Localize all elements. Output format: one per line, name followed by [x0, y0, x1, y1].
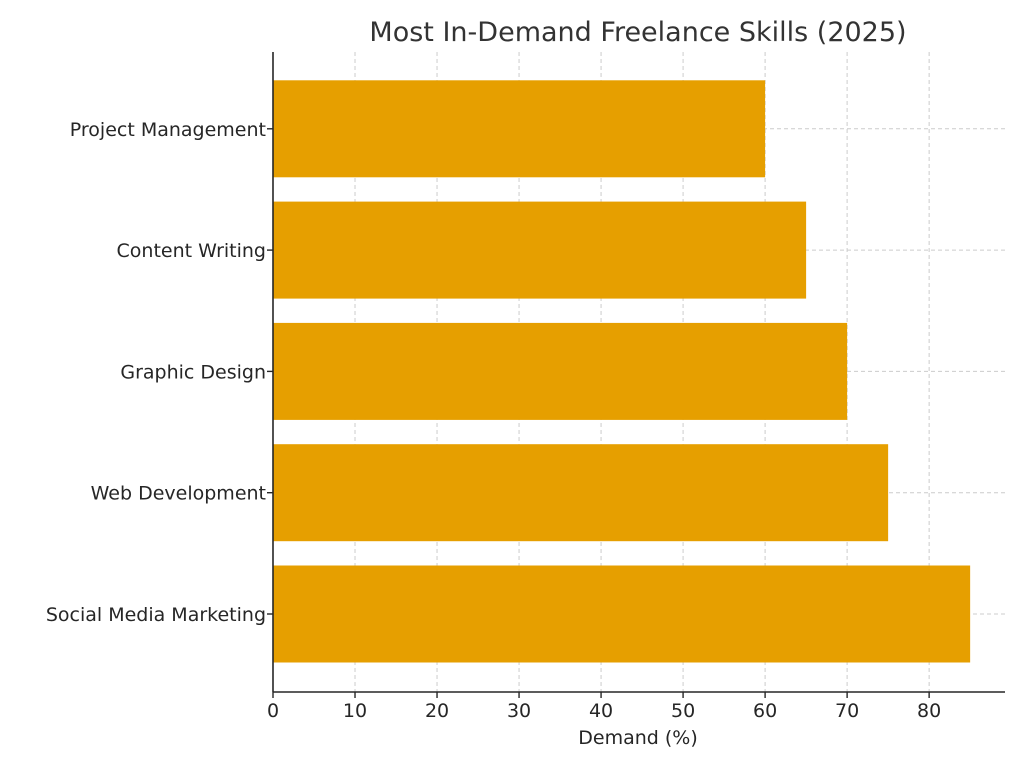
y-tick-label: Social Media Marketing [46, 604, 266, 626]
x-tick-label: 80 [917, 700, 941, 722]
y-tick-label: Content Writing [117, 240, 266, 262]
x-tick-label: 30 [507, 700, 531, 722]
bar [273, 80, 766, 178]
y-tick-label: Web Development [91, 483, 266, 505]
x-tick-label: 0 [267, 700, 279, 722]
y-axis-ticks: Social Media Marketing Web Development Gra… [46, 119, 273, 626]
chart-title: Most In-Demand Freelance Skills (2025) [369, 17, 906, 48]
y-tick-label: Graphic Design [120, 361, 266, 383]
bar [273, 444, 889, 542]
x-tick-label: 20 [425, 700, 449, 722]
bars [273, 80, 971, 663]
x-tick-label: 50 [671, 700, 695, 722]
bar [273, 201, 807, 299]
x-tick-label: 10 [343, 700, 367, 722]
x-axis-label: Demand (%) [578, 727, 698, 749]
x-tick-label: 70 [835, 700, 859, 722]
y-tick-label: Project Management [70, 119, 266, 141]
bar [273, 322, 848, 420]
x-axis-ticks: 0 10 20 30 40 50 60 70 80 [267, 692, 941, 722]
x-tick-label: 40 [589, 700, 613, 722]
bar [273, 565, 971, 663]
x-tick-label: 60 [753, 700, 777, 722]
